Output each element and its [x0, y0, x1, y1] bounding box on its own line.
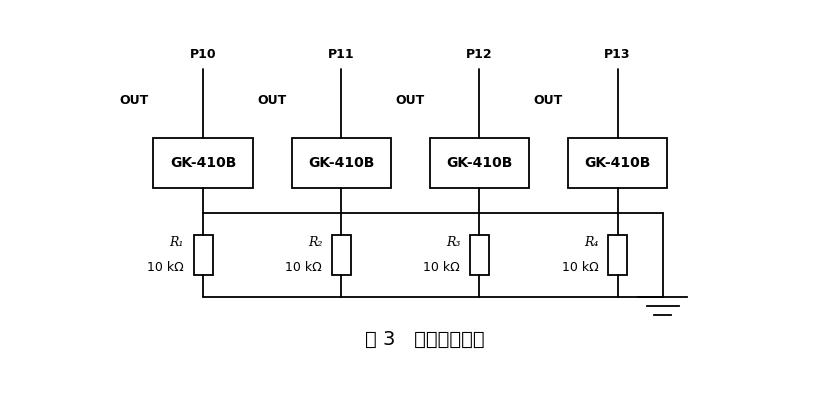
Text: R₂: R₂: [307, 236, 321, 249]
Text: OUT: OUT: [532, 94, 562, 107]
Text: 图 3   红外读码电路: 图 3 红外读码电路: [364, 330, 484, 349]
Text: P10: P10: [190, 48, 216, 61]
Text: GK-410B: GK-410B: [308, 156, 374, 170]
Text: R₄: R₄: [583, 236, 598, 249]
Text: R₁: R₁: [170, 236, 184, 249]
Text: OUT: OUT: [257, 94, 286, 107]
Text: 10 kΩ: 10 kΩ: [423, 261, 460, 274]
Bar: [567, 138, 667, 188]
Bar: [607, 235, 627, 275]
Text: P12: P12: [465, 48, 492, 61]
Text: P13: P13: [604, 48, 630, 61]
Bar: [153, 138, 253, 188]
Bar: [469, 235, 489, 275]
Text: GK-410B: GK-410B: [170, 156, 236, 170]
Bar: [291, 138, 391, 188]
Text: R₃: R₃: [445, 236, 460, 249]
Text: OUT: OUT: [395, 94, 424, 107]
Text: OUT: OUT: [119, 94, 148, 107]
Bar: [429, 138, 528, 188]
Text: 10 kΩ: 10 kΩ: [561, 261, 598, 274]
Bar: [331, 235, 350, 275]
Text: GK-410B: GK-410B: [445, 156, 512, 170]
Text: GK-410B: GK-410B: [584, 156, 650, 170]
Text: 10 kΩ: 10 kΩ: [147, 261, 184, 274]
Text: 10 kΩ: 10 kΩ: [285, 261, 321, 274]
Bar: [194, 235, 213, 275]
Text: P11: P11: [328, 48, 354, 61]
